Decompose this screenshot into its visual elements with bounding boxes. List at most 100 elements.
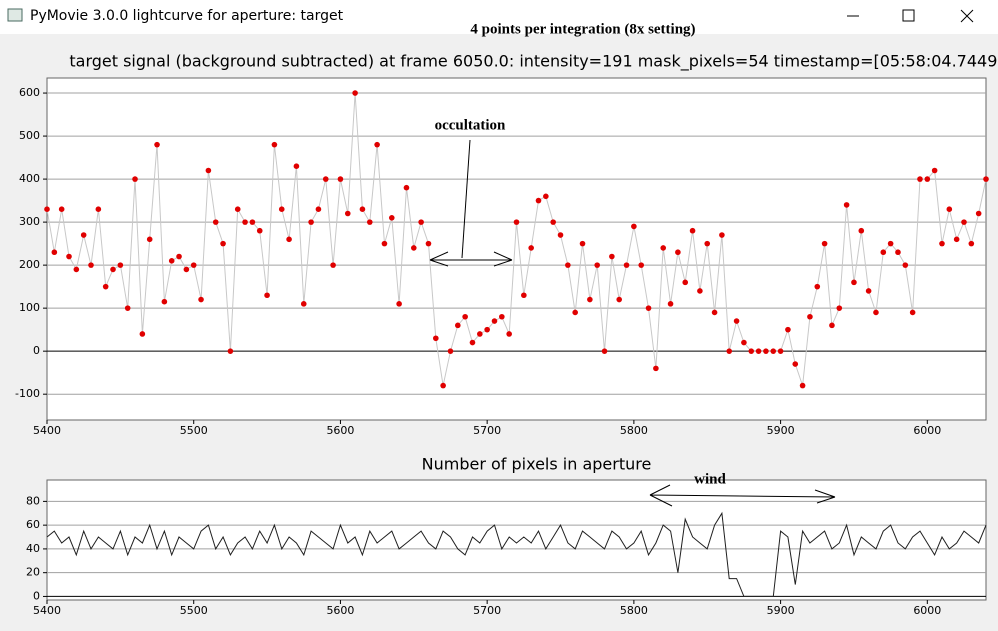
data-point	[484, 326, 490, 333]
data-point	[388, 215, 395, 221]
wind-arrow	[649, 484, 836, 507]
y-tick-label: 0	[33, 589, 40, 602]
data-point	[975, 210, 982, 217]
x-tick-label: 5800	[620, 424, 648, 437]
data-point	[792, 361, 799, 367]
data-point	[521, 292, 527, 299]
y-tick-label: 100	[19, 301, 40, 314]
x-tick-label: 5800	[620, 604, 648, 617]
data-point	[447, 348, 454, 354]
data-point	[777, 348, 784, 354]
chart-title: Number of pixels in aperture	[422, 455, 652, 474]
data-point	[249, 219, 256, 225]
data-point	[381, 240, 388, 247]
data-point	[205, 167, 212, 174]
x-tick-label: 6000	[913, 424, 941, 437]
data-point	[697, 288, 703, 294]
data-point	[719, 232, 725, 238]
data-point	[51, 249, 58, 256]
data-point	[337, 176, 344, 182]
data-point	[183, 266, 190, 273]
data-point	[579, 240, 586, 247]
data-point	[895, 249, 901, 256]
y-tick-label: 400	[19, 172, 40, 185]
data-point	[242, 219, 248, 225]
data-point	[220, 240, 226, 247]
data-point	[366, 219, 373, 225]
y-tick-label: 40	[26, 542, 40, 555]
data-point	[73, 266, 80, 273]
data-point	[88, 262, 94, 268]
y-tick-label: 300	[19, 215, 40, 228]
annotation: 4 points per integration (8x setting)	[470, 21, 695, 37]
data-point	[271, 141, 278, 148]
data-point	[682, 279, 689, 286]
data-point	[359, 206, 366, 213]
data-point	[726, 348, 733, 354]
y-tick-label: 0	[33, 344, 40, 357]
annotation: occultation	[435, 117, 506, 133]
data-point	[755, 348, 762, 354]
data-point	[873, 309, 879, 316]
data-point	[462, 313, 468, 320]
data-point	[176, 253, 182, 260]
data-point	[814, 283, 821, 290]
data-point	[513, 219, 520, 225]
data-point	[198, 296, 204, 303]
x-tick-label: 5900	[767, 604, 795, 617]
data-point	[440, 382, 446, 389]
data-point	[983, 176, 989, 182]
data-point	[799, 382, 806, 389]
chart-title: target signal (background subtracted) at…	[69, 52, 998, 72]
data-point	[924, 176, 931, 182]
x-tick-label: 5700	[473, 604, 501, 617]
x-tick-label: 5600	[326, 604, 354, 617]
data-point	[587, 296, 593, 303]
data-point	[58, 206, 65, 213]
maximize-button[interactable]	[902, 9, 915, 22]
data-point	[572, 309, 578, 316]
data-point	[733, 318, 740, 324]
y-tick-label: 80	[26, 494, 40, 507]
x-tick-label: 5600	[326, 424, 354, 437]
series-line	[46, 511, 987, 597]
data-point	[785, 326, 791, 333]
data-point	[227, 348, 234, 354]
data-point	[865, 288, 872, 294]
occultation-arrow	[429, 251, 513, 267]
data-point	[66, 253, 72, 260]
data-point	[154, 141, 160, 148]
data-point	[308, 219, 314, 225]
app-icon	[7, 8, 23, 22]
data-point	[491, 318, 498, 324]
data-point	[80, 232, 87, 238]
data-point	[550, 219, 556, 225]
data-point	[968, 240, 975, 247]
y-tick-label: 600	[19, 86, 40, 99]
data-point	[543, 193, 549, 200]
data-point	[917, 176, 923, 182]
data-point	[190, 262, 197, 268]
data-point	[843, 202, 850, 208]
data-point	[110, 266, 116, 273]
x-tick-label: 5700	[473, 424, 501, 437]
data-point	[499, 313, 505, 320]
data-point	[675, 249, 681, 256]
data-point	[286, 236, 292, 243]
data-point	[953, 236, 960, 243]
data-point	[616, 296, 623, 303]
close-button[interactable]	[960, 9, 974, 23]
y-tick-label: 20	[26, 566, 40, 579]
data-point	[293, 163, 300, 169]
data-point	[851, 279, 857, 286]
data-point	[433, 335, 439, 342]
data-point	[609, 253, 615, 260]
data-point	[418, 219, 424, 225]
data-point	[565, 262, 571, 268]
data-point	[44, 206, 50, 213]
data-point	[909, 309, 916, 316]
data-point	[689, 227, 696, 234]
y-tick-label: 200	[19, 258, 40, 271]
data-point	[638, 262, 645, 268]
